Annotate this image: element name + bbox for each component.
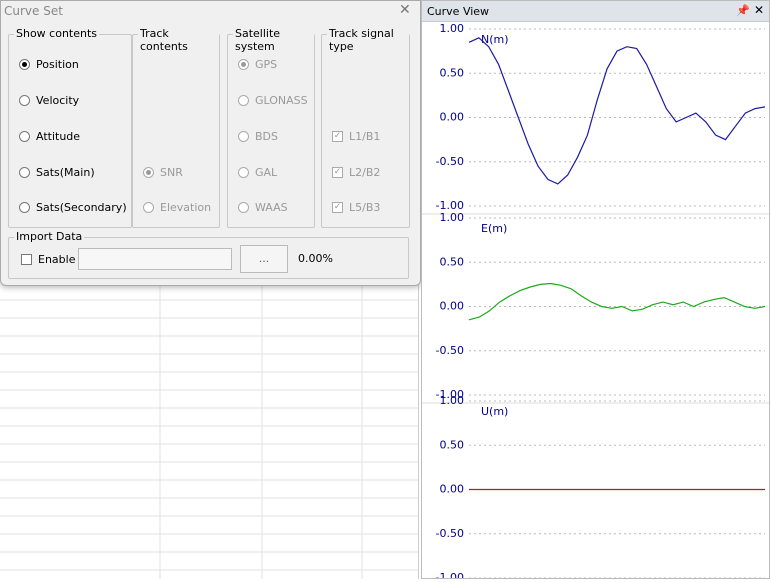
data-line (468, 282, 766, 321)
radio-mark (19, 166, 30, 178)
progress-text: 0.00% (298, 252, 333, 265)
radio-option: SNR (143, 164, 183, 180)
y-tick-label: 1.00 (440, 394, 465, 407)
chart-label: N(m) (481, 33, 509, 46)
radio-option: WAAS (238, 199, 288, 215)
group-title: Track contents (138, 27, 219, 53)
radio-mark (238, 166, 249, 178)
y-tick-label: -1.00 (436, 571, 464, 578)
curve-view-panel: Curve View 📌 ✕ -1.00 -0.50 0.00 0.50 1.00 N(m… (421, 0, 770, 579)
enable-checkbox[interactable]: Enable (21, 251, 75, 267)
dialog-title: Curve Set (4, 4, 63, 18)
radio-mark (238, 94, 249, 106)
option-label: L2/B2 (349, 165, 381, 179)
radio-mark (19, 201, 30, 213)
radio-mark (238, 130, 249, 142)
option-group: Satellite system GPS GLONASS BDS GAL WAAS (227, 27, 315, 228)
checkbox-option: ✓ L1/B1 (332, 128, 380, 144)
option-label: WAAS (255, 200, 288, 214)
chart-label: E(m) (481, 222, 507, 235)
checkbox-mark: ✓ (332, 166, 343, 178)
checkbox-mark: ✓ (332, 130, 343, 142)
y-tick-label: -0.50 (436, 344, 464, 357)
option-group: Track contents SNR Elevation (132, 27, 220, 228)
browse-button[interactable]: ... (240, 245, 288, 273)
curve-set-dialog: Curve Set ✕ Show contents Position Velocit… (0, 0, 421, 286)
file-path-input[interactable] (78, 248, 232, 270)
y-tick-label: 0.00 (440, 483, 465, 496)
radio-mark (19, 130, 30, 142)
y-tick-label: -1.00 (436, 388, 464, 401)
option-label: Position (36, 57, 79, 71)
data-line (468, 37, 766, 185)
option-label: Attitude (36, 129, 81, 143)
group-title: Track signal type (327, 27, 409, 53)
radio-option[interactable]: Velocity (19, 92, 79, 108)
radio-option[interactable]: Position (19, 56, 79, 72)
y-tick-label: -0.50 (436, 527, 464, 540)
radio-mark (238, 201, 249, 213)
radio-mark (143, 201, 154, 213)
radio-option: GLONASS (238, 92, 308, 108)
option-label: GLONASS (255, 93, 308, 107)
y-tick-label: 1.00 (440, 211, 465, 224)
option-label: GAL (255, 165, 278, 179)
panel-header: Curve View 📌 ✕ (422, 1, 769, 22)
group-title: Show contents (14, 27, 100, 40)
radio-option: BDS (238, 128, 278, 144)
option-group: Track signal type ✓ L1/B1 ✓ L2/B2 ✓ L5/B3 (321, 27, 410, 228)
close-panel-button[interactable]: ✕ (754, 3, 765, 17)
radio-mark (143, 166, 154, 178)
y-tick-label: -1.00 (436, 199, 464, 212)
option-label: Velocity (36, 93, 80, 107)
y-tick-label: 0.00 (440, 111, 465, 124)
y-tick-label: 1.00 (440, 22, 465, 35)
y-tick-label: 0.00 (440, 300, 465, 313)
close-button[interactable]: ✕ (399, 2, 411, 18)
group-title: Satellite system (233, 27, 314, 53)
option-label: Sats(Secondary) (36, 200, 127, 214)
group-title: Import Data (14, 230, 85, 243)
curve-charts: -1.00 -0.50 0.00 0.50 1.00 N(m) -1.00 -0.50 0.00… (422, 22, 769, 578)
checkbox-option: ✓ L2/B2 (332, 164, 380, 180)
panel-title: Curve View (427, 5, 490, 18)
checkbox-option: ✓ L5/B3 (332, 199, 380, 215)
option-label: Elevation (160, 200, 212, 214)
radio-mark (238, 58, 249, 70)
pin-button[interactable]: 📌 (736, 4, 750, 17)
option-label: L1/B1 (349, 129, 381, 143)
sheet-grid (0, 285, 418, 579)
radio-option: Elevation (143, 199, 211, 215)
radio-option: GPS (238, 56, 277, 72)
option-label: SNR (160, 165, 183, 179)
option-label: GPS (255, 57, 278, 71)
radio-option: GAL (238, 164, 277, 180)
radio-option[interactable]: Sats(Main) (19, 164, 95, 180)
y-tick-label: -0.50 (436, 155, 464, 168)
option-label: BDS (255, 129, 278, 143)
radio-mark (19, 58, 30, 70)
chart-label: U(m) (481, 405, 508, 418)
y-tick-label: 0.50 (440, 66, 465, 79)
option-label: Sats(Main) (36, 165, 95, 179)
y-tick-label: 0.50 (440, 438, 465, 451)
option-label: L5/B3 (349, 200, 381, 214)
radio-option[interactable]: Sats(Secondary) (19, 199, 127, 215)
checkbox-mark: ✓ (332, 201, 343, 213)
radio-option[interactable]: Attitude (19, 128, 80, 144)
radio-mark (19, 94, 30, 106)
import-group: Import Data Enable ... 0.00% (8, 230, 409, 279)
y-tick-label: 0.50 (440, 255, 465, 268)
option-group: Show contents Position Velocity Attitude Sat… (8, 27, 132, 228)
checkbox-label: Enable (38, 252, 76, 266)
checkbox-box (21, 253, 32, 265)
